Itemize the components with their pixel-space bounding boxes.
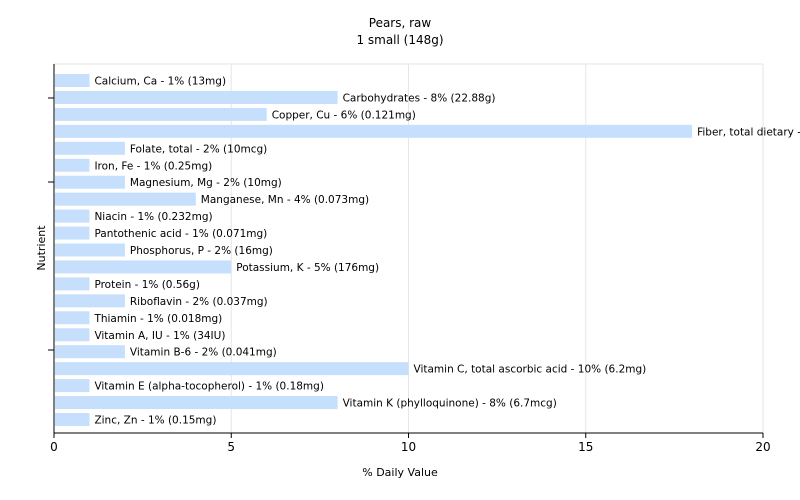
bar-label: Thiamin - 1% (0.018mg) bbox=[93, 313, 222, 325]
bar bbox=[55, 158, 90, 172]
x-axis-label: % Daily Value bbox=[362, 466, 438, 479]
bar bbox=[55, 141, 125, 155]
bar-label: Vitamin C, total ascorbic acid - 10% (6.… bbox=[414, 364, 647, 376]
bar-label: Vitamin E (alpha-tocopherol) - 1% (0.18m… bbox=[94, 381, 324, 393]
x-tick-label: 0 bbox=[50, 440, 58, 454]
bars-group bbox=[55, 74, 693, 426]
bar bbox=[55, 277, 90, 291]
bar-label: Phosphorus, P - 2% (16mg) bbox=[130, 245, 273, 257]
bar bbox=[55, 175, 125, 189]
x-tick-label: 10 bbox=[401, 440, 416, 454]
chart-subtitle: 1 small (148g) bbox=[356, 33, 443, 47]
bar-label: Fiber, total dietary - 18% (4.6g) bbox=[697, 126, 800, 138]
bar-label: Potassium, K - 5% (176mg) bbox=[236, 262, 379, 274]
bar bbox=[55, 311, 90, 325]
bar-label: Carbohydrates - 8% (22.88g) bbox=[343, 92, 496, 104]
y-axis-label: Nutrient bbox=[35, 225, 48, 271]
bar bbox=[55, 107, 267, 121]
bar-label: Folate, total - 2% (10mcg) bbox=[130, 143, 267, 155]
bar bbox=[55, 294, 125, 308]
bar bbox=[55, 396, 338, 410]
bar bbox=[55, 243, 125, 257]
chart-title: Pears, raw bbox=[369, 16, 432, 30]
bar bbox=[55, 345, 125, 359]
bar bbox=[55, 192, 196, 206]
bar bbox=[55, 124, 693, 138]
bar bbox=[55, 90, 338, 104]
bar-label: Manganese, Mn - 4% (0.073mg) bbox=[201, 194, 369, 206]
bar bbox=[55, 328, 90, 342]
x-tick-label: 15 bbox=[578, 440, 593, 454]
bar-label: Protein - 1% (0.56g) bbox=[94, 279, 200, 291]
bar-label: Zinc, Zn - 1% (0.15mg) bbox=[94, 415, 216, 427]
bar bbox=[55, 226, 90, 240]
bar-label: Riboflavin - 2% (0.037mg) bbox=[130, 296, 268, 308]
bar-label: Iron, Fe - 1% (0.25mg) bbox=[94, 160, 212, 172]
bar bbox=[55, 379, 90, 393]
x-tick-label: 20 bbox=[755, 440, 770, 454]
bar bbox=[55, 209, 90, 223]
bar bbox=[55, 413, 90, 426]
bar-label: Vitamin B-6 - 2% (0.041mg) bbox=[130, 347, 277, 359]
bar-label: Calcium, Ca - 1% (13mg) bbox=[94, 76, 226, 88]
bar bbox=[55, 362, 409, 376]
x-tick-labels: 0 5 10 15 20 bbox=[50, 440, 770, 454]
bar-label: Vitamin K (phylloquinone) - 8% (6.7mcg) bbox=[343, 398, 557, 410]
bar-label: Niacin - 1% (0.232mg) bbox=[94, 211, 212, 223]
x-tick-label: 5 bbox=[227, 440, 235, 454]
bar bbox=[55, 260, 232, 274]
bar-label: Magnesium, Mg - 2% (10mg) bbox=[130, 177, 282, 189]
bar-label: Copper, Cu - 6% (0.121mg) bbox=[272, 109, 416, 121]
bar-label: Pantothenic acid - 1% (0.071mg) bbox=[94, 228, 267, 240]
bar-label: Vitamin A, IU - 1% (34IU) bbox=[94, 330, 225, 342]
axes bbox=[48, 64, 764, 438]
bar bbox=[55, 74, 90, 87]
bar-labels-group: Calcium, Ca - 1% (13mg) Carbohydrates - 8… bbox=[93, 76, 800, 427]
